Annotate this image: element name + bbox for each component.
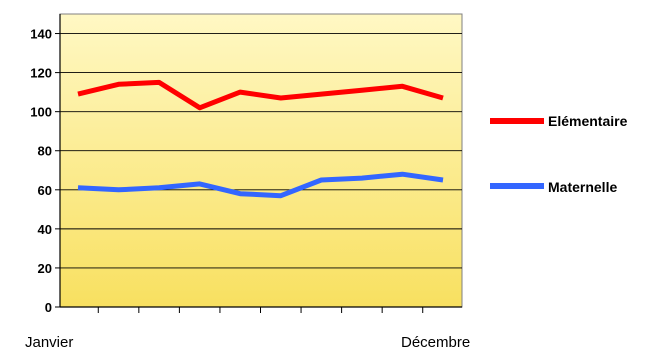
y-tick-label-80: 80 xyxy=(38,144,52,159)
legend-label-maternelle: Maternelle xyxy=(548,179,617,195)
series-group xyxy=(77,79,444,199)
x-tick-label-first: Janvier xyxy=(25,334,73,349)
legend: Elémentaire Maternelle xyxy=(490,113,628,195)
legend-label-elementaire: Elémentaire xyxy=(548,113,628,129)
y-tick-label-0: 0 xyxy=(45,300,52,315)
y-tick-label-60: 60 xyxy=(38,183,52,198)
x-tick-label-last: Décembre xyxy=(401,334,470,349)
y-tick-label-100: 100 xyxy=(30,105,52,120)
y-tick-label-120: 120 xyxy=(30,66,52,81)
y-tick-label-20: 20 xyxy=(38,261,52,276)
y-axis: 0 20 40 60 80 100 120 140 xyxy=(30,14,61,315)
x-axis xyxy=(60,306,462,313)
y-tick-label-140: 140 xyxy=(30,27,52,42)
series-line-0 xyxy=(77,79,444,111)
y-tick-label-40: 40 xyxy=(38,222,52,237)
series-line-1 xyxy=(77,171,444,199)
plot-area xyxy=(59,13,463,308)
